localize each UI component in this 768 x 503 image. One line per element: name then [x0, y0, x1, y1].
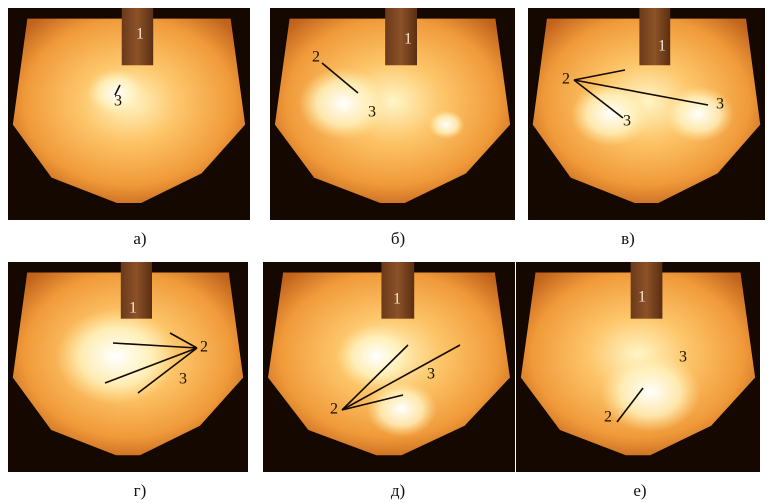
annotation-label: 3 — [179, 371, 187, 388]
electrode — [639, 8, 670, 65]
hot-spot — [367, 381, 437, 437]
hot-spot — [336, 325, 416, 389]
photo-panel: 13 — [8, 8, 250, 220]
annotation-label: 1 — [129, 300, 137, 317]
panel-caption: г) — [134, 481, 147, 500]
photo-panel: 1 3 2 — [516, 262, 760, 472]
annotation-label: 2 — [330, 401, 338, 418]
annotation-label: 1 — [404, 31, 412, 48]
annotation-label: 3 — [114, 93, 122, 110]
annotation-label: 1 — [393, 291, 401, 308]
panel-caption: б) — [391, 229, 405, 248]
photo-panel: 1 23 — [8, 262, 248, 472]
annotation-label: 3 — [427, 366, 435, 383]
annotation-label: 2 — [562, 71, 570, 88]
panel-caption: а) — [133, 229, 146, 248]
annotation-label: 1 — [638, 289, 646, 306]
annotation-label: 1 — [658, 38, 666, 55]
hot-spot — [428, 110, 464, 139]
annotation-label: 2 — [312, 49, 320, 66]
annotation-label: 2 — [604, 409, 612, 426]
electrode — [631, 262, 663, 319]
annotation-label: 3 — [368, 104, 376, 121]
photo-panel: 1 2 3 — [270, 8, 515, 220]
annotation-label: 1 — [136, 26, 144, 43]
hot-spot — [56, 309, 176, 405]
panel-caption: д) — [391, 481, 405, 500]
annotation-label: 2 — [200, 339, 208, 356]
annotation-label: 3 — [716, 96, 724, 113]
panel-caption: в) — [621, 229, 635, 248]
panel-caption: е) — [633, 481, 646, 500]
annotation-label: 3 — [623, 113, 631, 130]
electrode — [385, 8, 417, 65]
figure: 13а)123б)1233в)123г)123д)132е) — [0, 0, 768, 503]
photo-panel: 1 2 3 3 — [528, 8, 765, 220]
hot-spot — [664, 86, 734, 142]
photo-panel: 1 2 3 — [263, 262, 515, 472]
annotation-label: 3 — [679, 349, 687, 366]
